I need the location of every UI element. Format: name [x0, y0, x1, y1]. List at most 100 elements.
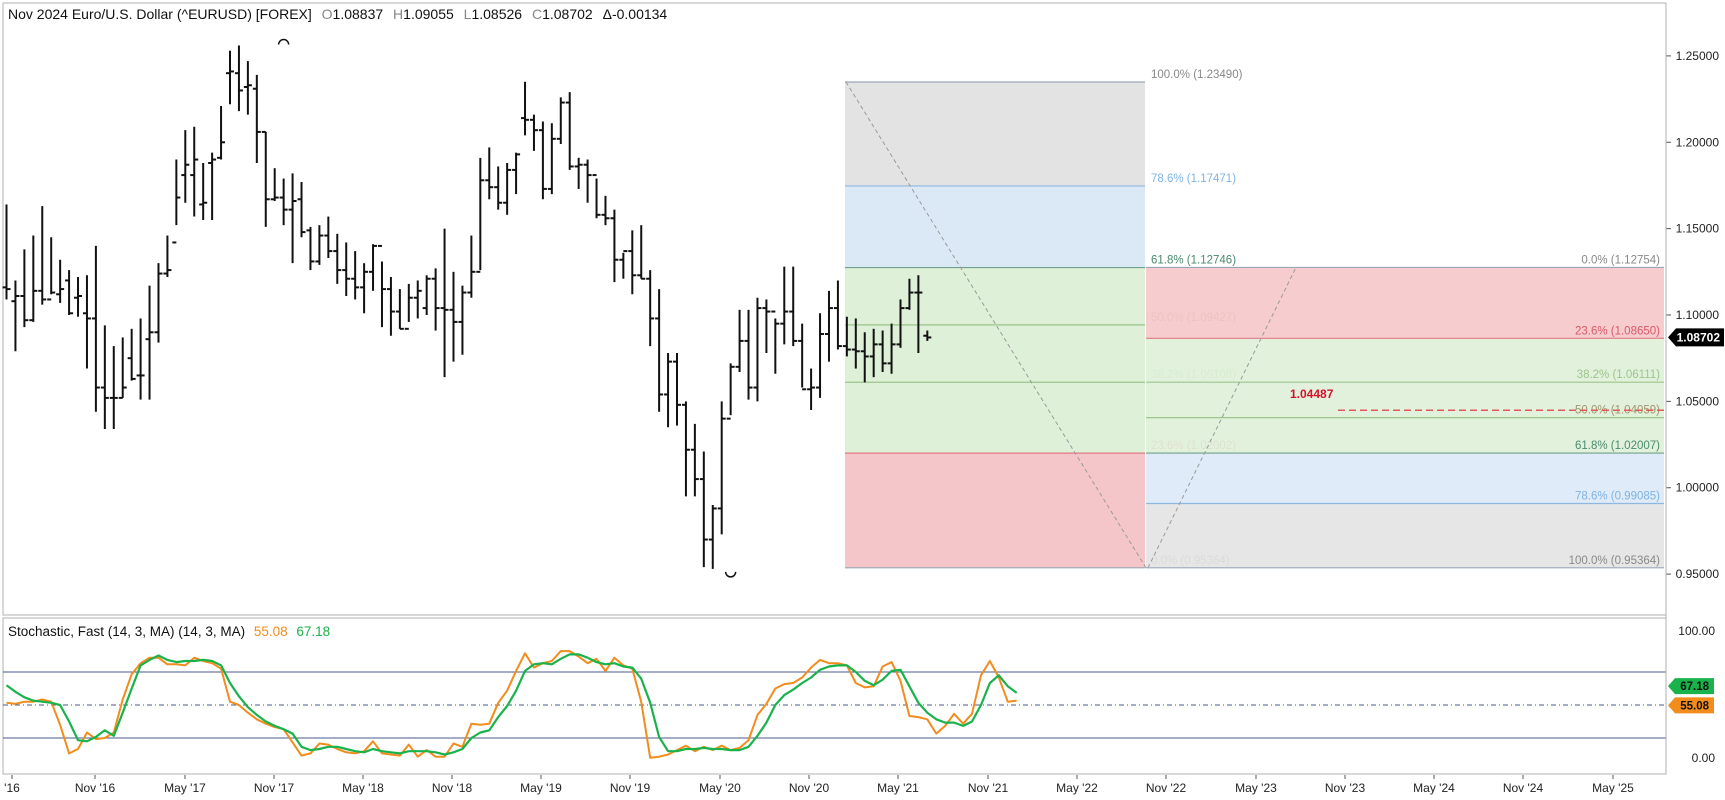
ohlc-bar: [386, 277, 395, 336]
ohlc-bar: [252, 74, 261, 163]
ohlc-bar: [646, 270, 655, 347]
time-axis-label: Nov '22: [1146, 781, 1187, 795]
stochastic-k-marker: [1668, 697, 1714, 714]
ohlc-bar: [583, 159, 592, 203]
time-axis-label: May '21: [877, 781, 919, 795]
ohlc-bar: [154, 263, 163, 343]
ohlc-bar: [82, 275, 91, 369]
fib2-band: [1146, 417, 1664, 454]
price-axis-label: 0.95000: [1676, 567, 1720, 581]
price-axis-label: 1.05000: [1676, 394, 1720, 408]
ohlc-bar: [395, 289, 404, 330]
fib2-band: [1146, 267, 1664, 339]
ohlc-bar: [476, 157, 485, 273]
ohlc-bar: [270, 168, 279, 201]
ohlc-bar: [109, 346, 118, 429]
swing-low-marker: [724, 571, 737, 578]
ohlc-bar: [673, 353, 681, 426]
ohlc-bar: [753, 297, 762, 402]
ohlc-bar: [369, 244, 378, 291]
ohlc-bar: [226, 50, 234, 105]
time-axis-label: May '19: [520, 781, 562, 795]
fib2-level-label: 100.0% (0.95364): [1569, 555, 1661, 567]
ohlc-bar: [592, 174, 601, 219]
ohlc-bar: [485, 147, 494, 200]
ohlc-bar: [243, 61, 252, 115]
ohlc-bar: [807, 368, 816, 410]
ohlc-bar: [842, 316, 851, 357]
ohlc-bar: [601, 195, 610, 226]
ohlc-bar: [637, 225, 646, 280]
ohlc-bar: [824, 290, 833, 362]
stochastic-d-value: 67.18: [296, 624, 330, 639]
ohlc-bar: [404, 283, 413, 330]
ohlc-bar: [199, 163, 208, 220]
ohlc-bar: [190, 126, 199, 217]
ohlc-bars: [2, 38, 932, 578]
ohlc-bar: [896, 299, 905, 348]
price-axis-label: 1.10000: [1676, 308, 1720, 322]
ohlc-bar: [860, 332, 869, 383]
ohlc-bar: [789, 266, 798, 347]
ohlc-bar: [708, 505, 717, 569]
ohlc-bar: [377, 244, 386, 328]
fib2-band: [1146, 338, 1664, 383]
fib1-band: [845, 382, 1145, 454]
ohlc-bar: [628, 230, 637, 295]
ohlc-bar: [449, 271, 458, 362]
ohlc-bar: [878, 330, 887, 372]
price-axis-label: 1.15000: [1676, 222, 1720, 236]
close-label: C: [532, 6, 542, 22]
stochastic-k-marker-label: 55.08: [1680, 700, 1709, 712]
fib2-band: [1146, 453, 1664, 504]
fib1-level-label: 78.6% (1.17471): [1151, 173, 1236, 185]
stochastic-lines: [3, 650, 1666, 759]
fib2-level-label: 23.6% (1.08650): [1575, 325, 1660, 337]
time-axis-label: Nov '23: [1325, 781, 1366, 795]
time-axis-label: May '18: [342, 781, 384, 795]
ohlc-bar: [780, 266, 789, 345]
ohlc-bar: [664, 353, 673, 428]
low-value: 1.08526: [471, 6, 522, 22]
fib1-level-label: 61.8% (1.12746): [1151, 255, 1236, 267]
time-axis-label: May '17: [164, 781, 206, 795]
ohlc-bar: [351, 251, 360, 300]
axes: 1.25000 1.20000 1.15000 1.10000 1.05000 1.000…: [4, 3, 1724, 795]
fib1-level-label: 100.0% (1.23490): [1151, 69, 1243, 81]
ohlc-bar: [690, 423, 699, 497]
ohlc-bar: [413, 280, 422, 319]
ohlc-bar: [360, 263, 369, 314]
ohlc-bar: [145, 285, 154, 400]
time-axis-label: Nov '20: [789, 781, 830, 795]
chart-title: Nov 2024 Euro/U.S. Dollar (^EURUSD) [FOR…: [8, 6, 312, 22]
ohlc-bar: [655, 289, 664, 412]
ohlc-bar: [771, 310, 780, 374]
time-axis-label: Nov '19: [610, 781, 651, 795]
last-price-marker: [1668, 328, 1724, 347]
ohlc-bar: [762, 299, 771, 353]
ohlc-bar: [923, 330, 932, 341]
ohlc-bar: [619, 250, 628, 279]
ohlc-bar: [816, 313, 825, 398]
stochastic-k-line: [6, 650, 1017, 759]
svg-text:Stochastic, Fast (14, 3, MA): Stochastic, Fast (14, 3, MA) (14, 3, MA)…: [8, 624, 330, 639]
ohlc-bar: [726, 363, 735, 420]
ohlc-bar: [91, 245, 100, 412]
high-value: 1.09055: [403, 6, 454, 22]
ohlc-bar: [2, 204, 11, 300]
ohlc-bar: [65, 270, 74, 315]
ohlc-bar: [136, 318, 145, 400]
time-axis-label: Nov '16: [75, 781, 116, 795]
ohlc-bar: [181, 130, 190, 203]
ohlc-bar: [574, 157, 583, 189]
ohlc-bar: [279, 178, 288, 226]
ohlc-bar: [217, 106, 226, 160]
ohlc-bar: [744, 309, 753, 400]
fib1-band: [845, 453, 1145, 568]
high-label: H: [393, 6, 403, 22]
ohlc-bar: [512, 152, 521, 195]
ohlc-bar: [208, 152, 217, 220]
close-value: 1.08702: [542, 6, 593, 22]
ohlc-bar: [11, 280, 20, 352]
ohlc-bar: [458, 285, 467, 355]
